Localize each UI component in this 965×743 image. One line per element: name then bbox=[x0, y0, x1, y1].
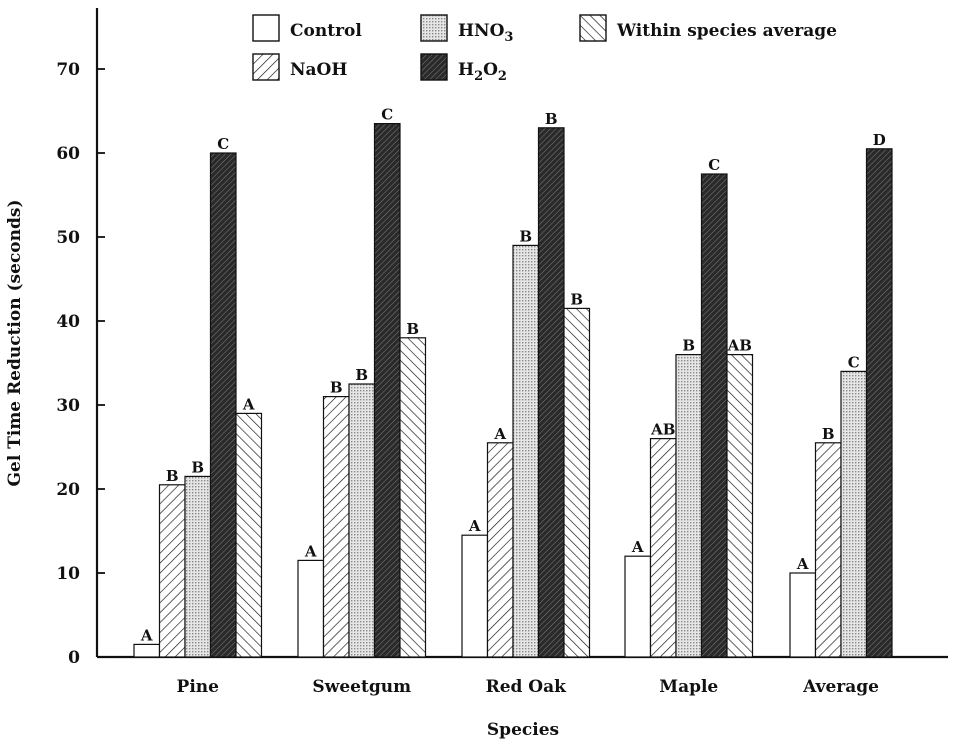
significance-letter: D bbox=[873, 131, 886, 149]
significance-letter: B bbox=[191, 458, 204, 476]
legend-swatch-within-species bbox=[579, 14, 607, 42]
bar-average-naoh bbox=[814, 442, 842, 658]
significance-letter: B bbox=[822, 425, 835, 443]
significance-letter: AB bbox=[650, 421, 675, 439]
bar-average-hno3 bbox=[840, 370, 868, 658]
bar-pine-control bbox=[133, 643, 161, 658]
significance-letter: C bbox=[381, 106, 393, 124]
significance-letter: C bbox=[708, 156, 720, 174]
bar-maple-naoh bbox=[649, 438, 677, 658]
y-tick-label: 50 bbox=[56, 228, 80, 248]
bar-average-control bbox=[789, 572, 817, 658]
bar-sweetgum-within-species-average bbox=[399, 337, 427, 658]
bar-sweetgum-hno3 bbox=[348, 383, 376, 658]
x-tick-label-pine: Pine bbox=[177, 677, 220, 697]
y-tick-label: 10 bbox=[56, 564, 80, 584]
bar-maple-h2 bbox=[700, 173, 728, 658]
legend-label-within-species: Within species average bbox=[616, 21, 837, 41]
legend-label-naoh: NaOH bbox=[290, 60, 347, 80]
significance-letter: B bbox=[682, 337, 695, 355]
legend-swatch-control bbox=[252, 14, 280, 42]
y-tick-label: 20 bbox=[56, 480, 80, 500]
bar-maple-control bbox=[624, 555, 652, 658]
bar-pine-within-species-average bbox=[235, 412, 263, 658]
significance-letter: B bbox=[406, 320, 419, 338]
legend-label-hno3: HNO3 bbox=[458, 21, 513, 45]
y-tick-label: 0 bbox=[68, 648, 80, 668]
significance-letter: AB bbox=[727, 337, 752, 355]
legend-swatch-hno3 bbox=[420, 14, 448, 42]
bar-maple-hno3 bbox=[675, 354, 703, 658]
significance-letter: B bbox=[519, 227, 532, 245]
significance-letter: A bbox=[304, 542, 317, 560]
legend-label-control: Control bbox=[290, 21, 362, 41]
x-tick-label-sweetgum: Sweetgum bbox=[312, 677, 411, 697]
significance-letter: B bbox=[166, 467, 179, 485]
legend: Control HNO3 Within species average NaOH… bbox=[252, 14, 837, 84]
y-ticks: 0 10 20 30 40 50 60 70 bbox=[56, 60, 105, 668]
x-tick-label-maple: Maple bbox=[659, 677, 718, 697]
bar-red-oak-control bbox=[461, 534, 489, 658]
bar-red-oak-hno3 bbox=[512, 244, 540, 658]
legend-label-h2o2: H2O2 bbox=[458, 60, 507, 84]
significance-letter: C bbox=[848, 353, 860, 371]
bar-red-oak-within-species-average bbox=[563, 307, 591, 658]
bars-layer bbox=[133, 122, 893, 658]
bar-sweetgum-h2 bbox=[373, 122, 401, 658]
significance-letter: A bbox=[242, 395, 255, 413]
significance-letter: A bbox=[468, 517, 481, 535]
x-axis-label: Species bbox=[487, 720, 559, 740]
significance-letter: B bbox=[330, 379, 343, 397]
bar-maple-within-species-average bbox=[726, 354, 754, 658]
x-tick-label-average: Average bbox=[802, 677, 879, 697]
y-tick-label: 60 bbox=[56, 144, 80, 164]
x-tick-labels: Pine Sweetgum Red Oak Maple Average bbox=[177, 677, 880, 697]
y-tick-label: 30 bbox=[56, 396, 80, 416]
bar-average-h2 bbox=[865, 148, 893, 658]
y-tick-label: 40 bbox=[56, 312, 80, 332]
y-tick-label: 70 bbox=[56, 60, 80, 80]
bar-sweetgum-control bbox=[297, 559, 325, 658]
x-tick-label-red-oak: Red Oak bbox=[486, 677, 568, 697]
bar-red-oak-h2 bbox=[537, 127, 565, 658]
bar-pine-h2 bbox=[209, 152, 237, 658]
significance-letter: B bbox=[355, 366, 368, 384]
significance-letter: A bbox=[796, 555, 809, 573]
significance-letter: A bbox=[140, 626, 153, 644]
bar-pine-hno3 bbox=[184, 475, 212, 658]
bar-pine-naoh bbox=[158, 484, 186, 658]
bar-red-oak-naoh bbox=[486, 442, 514, 658]
significance-letter: C bbox=[217, 135, 229, 153]
legend-swatch-naoh bbox=[252, 53, 280, 81]
y-axis-label: Gel Time Reduction (seconds) bbox=[5, 200, 25, 487]
significance-letter: A bbox=[493, 425, 506, 443]
significance-letter: B bbox=[545, 110, 558, 128]
significance-letter: A bbox=[631, 538, 644, 556]
legend-swatch-h2o2 bbox=[420, 53, 448, 81]
significance-letter: B bbox=[570, 290, 583, 308]
bar-sweetgum-naoh bbox=[322, 396, 350, 658]
